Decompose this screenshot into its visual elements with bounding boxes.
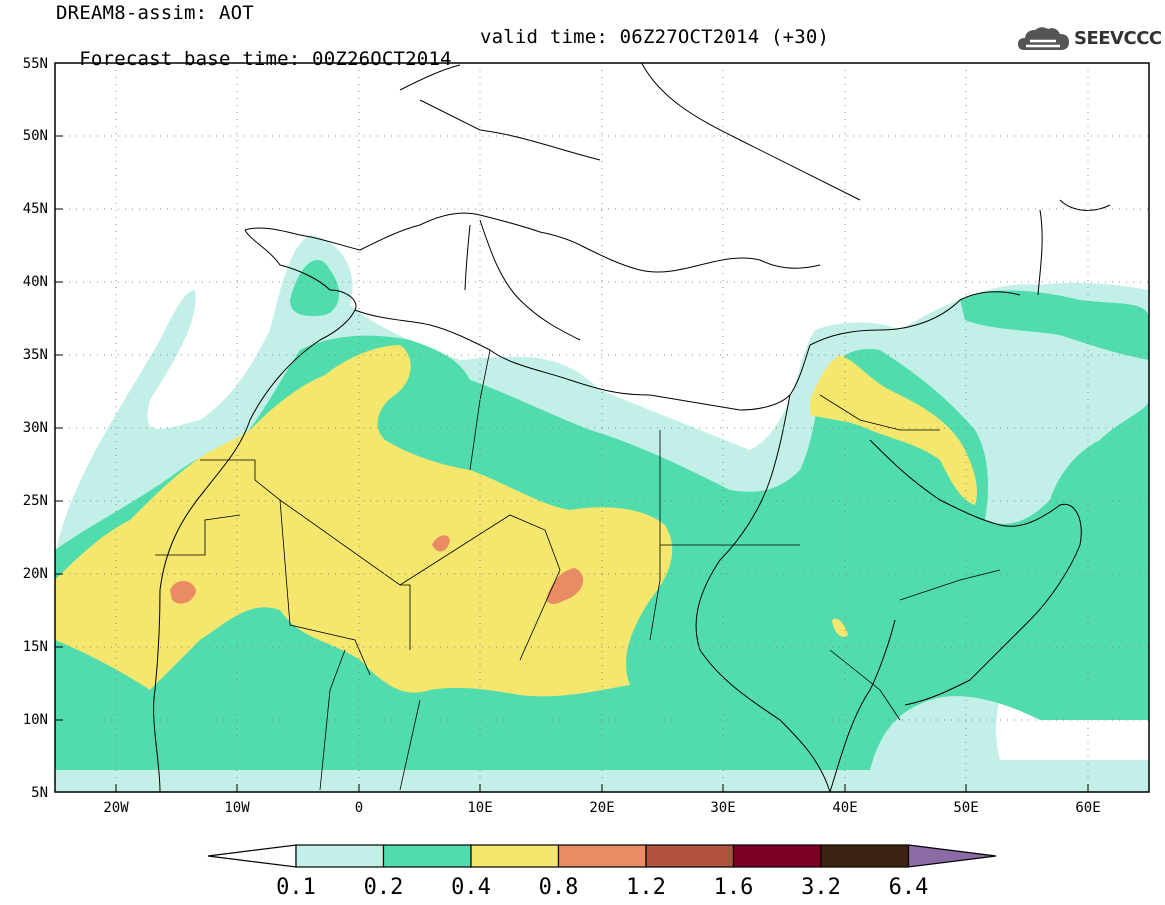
colorbar-swatch <box>382 844 472 868</box>
forecast-base-time: Forecast base time: 00Z26OCT2014 <box>79 48 452 70</box>
lat-label: 30N <box>23 420 48 436</box>
lon-labels: 20W 10W 0 10E 20E 30E 40E 50E 60E <box>103 800 1100 816</box>
seevccc-logo: SEEVCCC <box>1016 22 1162 56</box>
lat-label: 10N <box>23 712 48 728</box>
valid-time: valid time: 06Z27OCT2014 (+30) <box>480 26 830 48</box>
axis-ticks <box>55 135 1089 792</box>
lat-label: 55N <box>23 56 48 72</box>
colorbar-over-arrow <box>907 844 997 868</box>
aot-field <box>55 235 1149 792</box>
aot-band-0.4 <box>55 345 977 697</box>
lon-label: 30E <box>710 800 735 816</box>
lon-label: 60E <box>1075 800 1100 816</box>
lon-label: 20E <box>589 800 614 816</box>
aot-band-0.8 <box>170 535 584 604</box>
lat-label: 25N <box>23 493 48 509</box>
lat-label: 50N <box>23 128 48 144</box>
lat-label: 35N <box>23 347 48 363</box>
colorbar-label: 0.2 <box>364 875 404 900</box>
lon-label: 20W <box>103 800 129 816</box>
lon-label: 50E <box>953 800 978 816</box>
forecast-time-line: Forecast base time: 00Z26OCT2014 valid t… <box>56 26 829 92</box>
lat-labels: 5N 10N 15N 20N 25N 30N 35N 40N 45N 50N 5… <box>23 56 48 801</box>
colorbar-swatch <box>645 844 735 868</box>
colorbar: 0.1 0.2 0.4 0.8 1.2 1.6 3.2 6.4 <box>207 844 997 900</box>
lat-label: 5N <box>31 785 48 801</box>
colorbar-swatch <box>732 844 822 868</box>
colorbar-label: 1.2 <box>626 875 666 900</box>
colorbar-swatch <box>820 844 910 868</box>
lon-label: 10E <box>467 800 492 816</box>
lon-label: 0 <box>355 800 363 816</box>
coastlines <box>153 63 1111 792</box>
colorbar-label: 0.1 <box>276 875 316 900</box>
colorbar-label: 1.6 <box>714 875 754 900</box>
graticule <box>55 63 1149 792</box>
colorbar-label: 3.2 <box>801 875 841 900</box>
lon-label: 40E <box>832 800 857 816</box>
colorbar-label: 0.4 <box>451 875 491 900</box>
colorbar-swatch <box>470 844 560 868</box>
colorbar-swatch <box>557 844 647 868</box>
map-title: DREAM8-assim: AOT <box>56 2 254 24</box>
colorbar-swatch <box>295 844 385 868</box>
cloud-logo-icon <box>1018 27 1069 50</box>
colorbar-under-arrow <box>207 844 297 868</box>
lon-label: 10W <box>224 800 250 816</box>
lat-label: 40N <box>23 274 48 290</box>
lat-label: 20N <box>23 566 48 582</box>
lat-label: 45N <box>23 201 48 217</box>
colorbar-label: 0.8 <box>539 875 579 900</box>
logo-text: SEEVCCC <box>1074 28 1162 49</box>
lat-label: 15N <box>23 639 48 655</box>
colorbar-label: 6.4 <box>889 875 929 900</box>
